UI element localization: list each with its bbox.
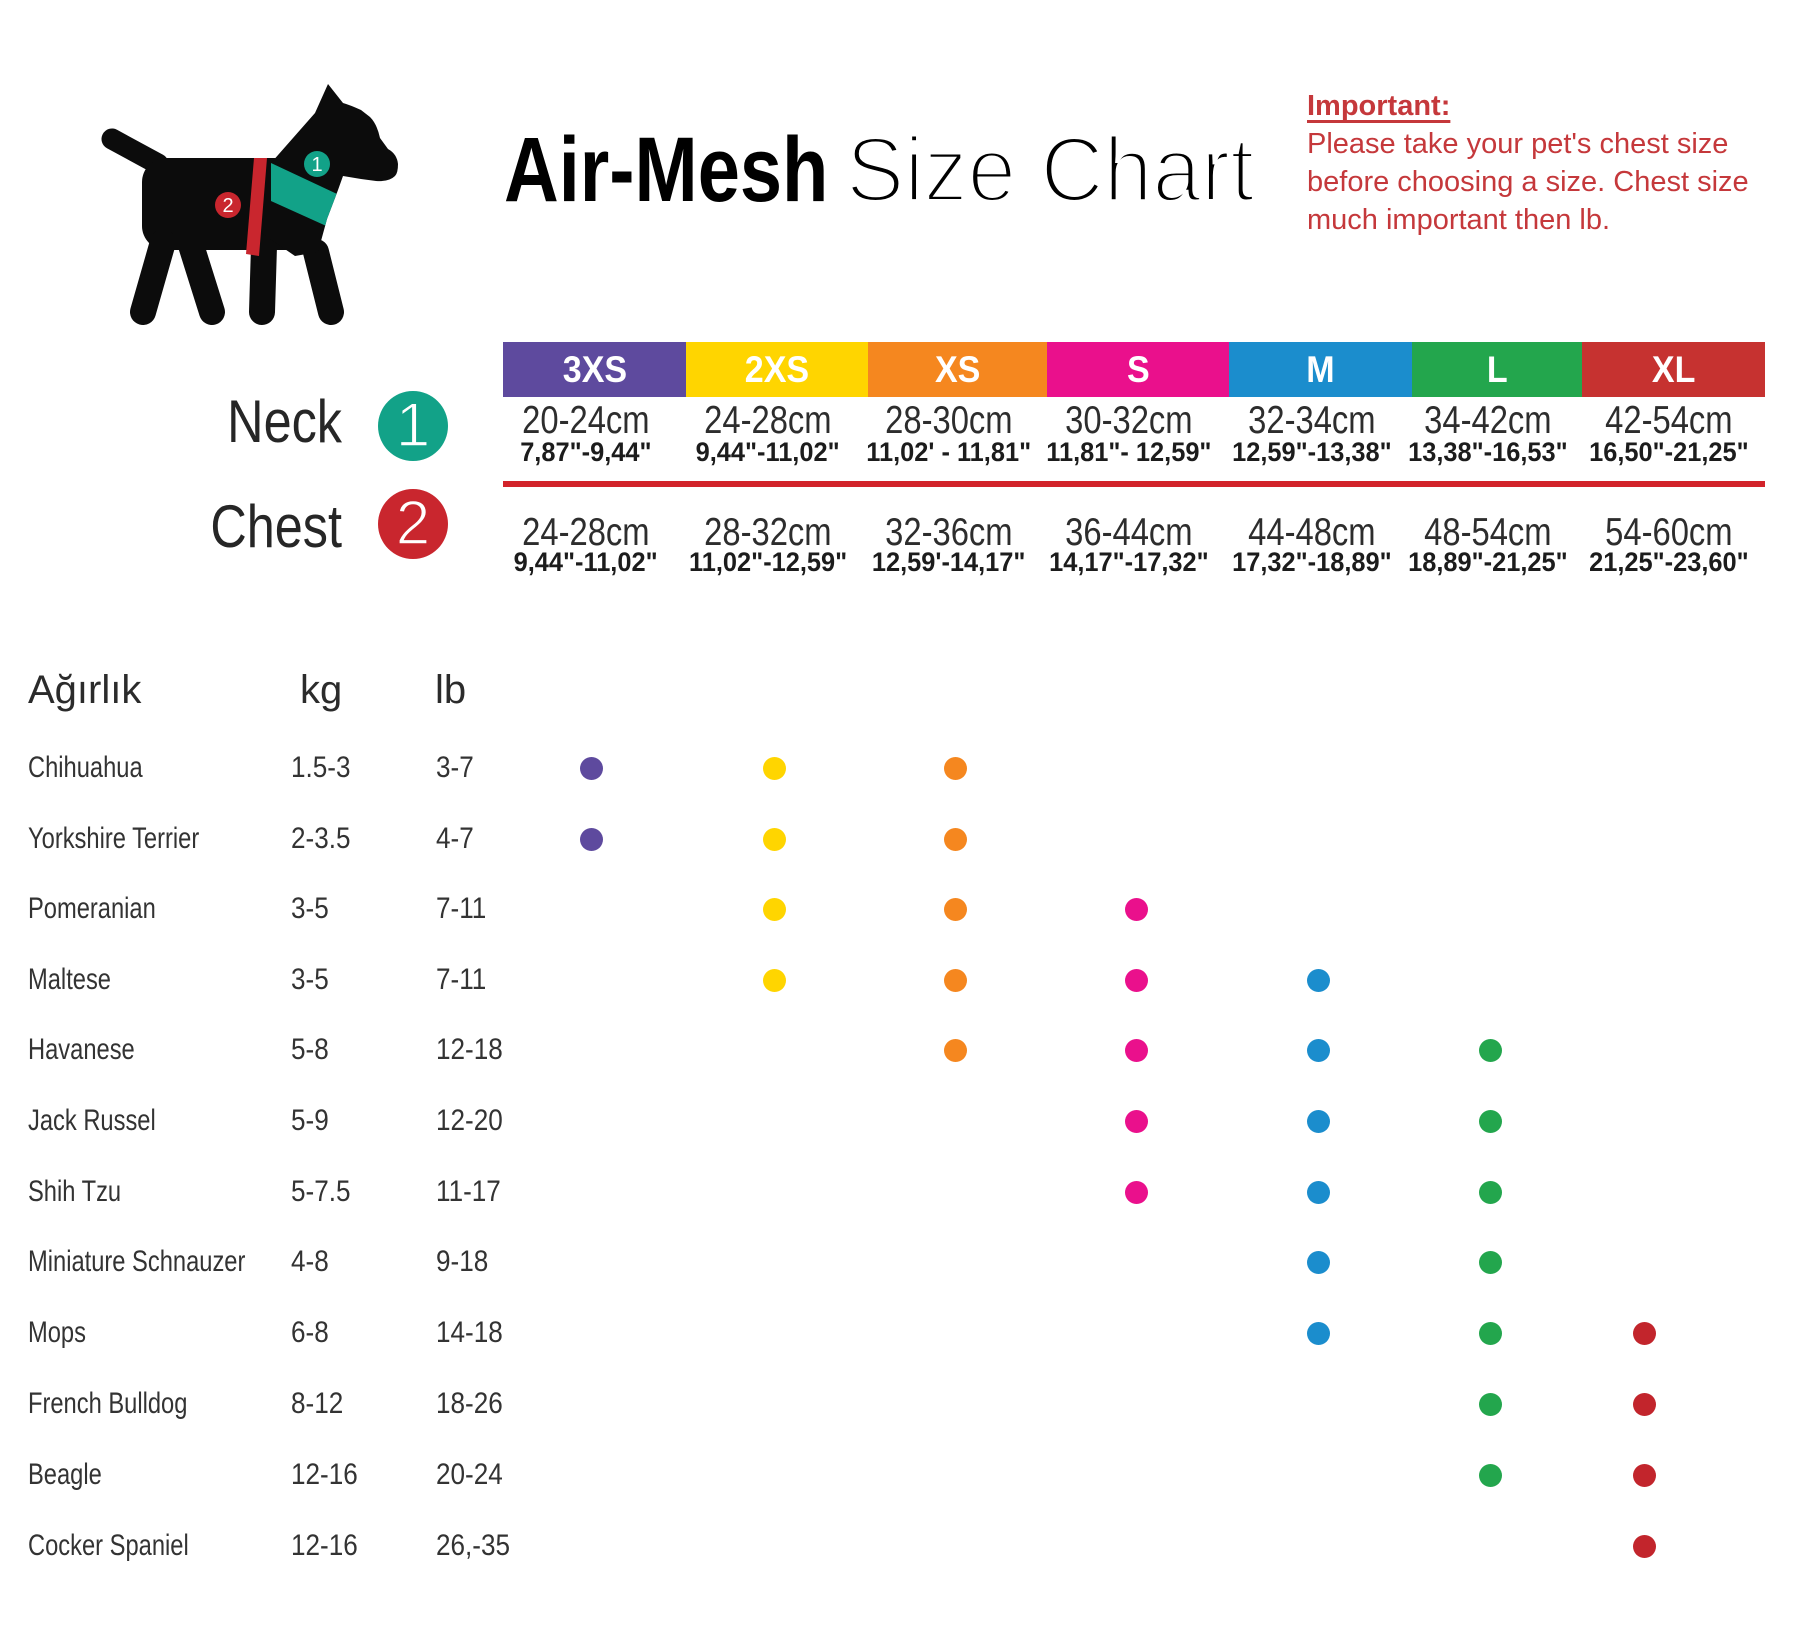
svg-text:2: 2 xyxy=(222,195,233,217)
svg-text:1: 1 xyxy=(311,154,322,176)
